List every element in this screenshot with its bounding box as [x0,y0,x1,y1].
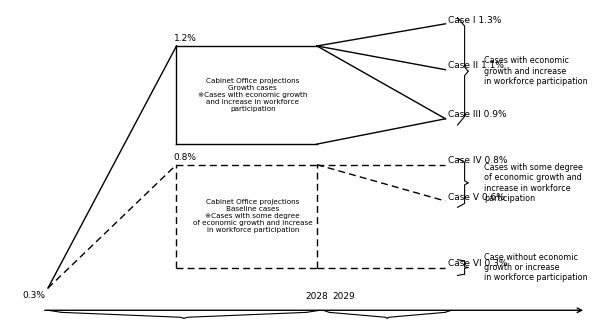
Text: 0.3%: 0.3% [22,291,45,300]
Text: 2028: 2028 [306,292,328,301]
Text: Cases with economic
growth and increase
in workforce participation: Cases with economic growth and increase … [484,57,588,86]
Text: Cases with some degree
of economic growth and
increase in workforce
participatio: Cases with some degree of economic growt… [484,163,583,203]
Text: 2029: 2029 [332,292,354,301]
Text: 1.2%: 1.2% [173,34,196,43]
Text: Case II 1.1%: Case II 1.1% [448,61,504,70]
Text: Case without economic
growth or increase
in workforce participation: Case without economic growth or increase… [484,253,588,282]
Text: Cabinet Office projections
Growth cases
※Cases with economic growth
and increase: Cabinet Office projections Growth cases … [198,78,307,112]
Text: Case I 1.3%: Case I 1.3% [448,16,502,25]
Text: Case V 0.6%: Case V 0.6% [448,193,505,202]
Text: 0.8%: 0.8% [173,152,196,162]
Text: Case VI 0.3%: Case VI 0.3% [448,259,508,268]
Text: Case III 0.9%: Case III 0.9% [448,110,507,120]
Text: Cabinet Office projections
Baseline cases
※Cases with some degree
of economic gr: Cabinet Office projections Baseline case… [193,199,312,233]
Text: Case IV 0.8%: Case IV 0.8% [448,156,508,165]
